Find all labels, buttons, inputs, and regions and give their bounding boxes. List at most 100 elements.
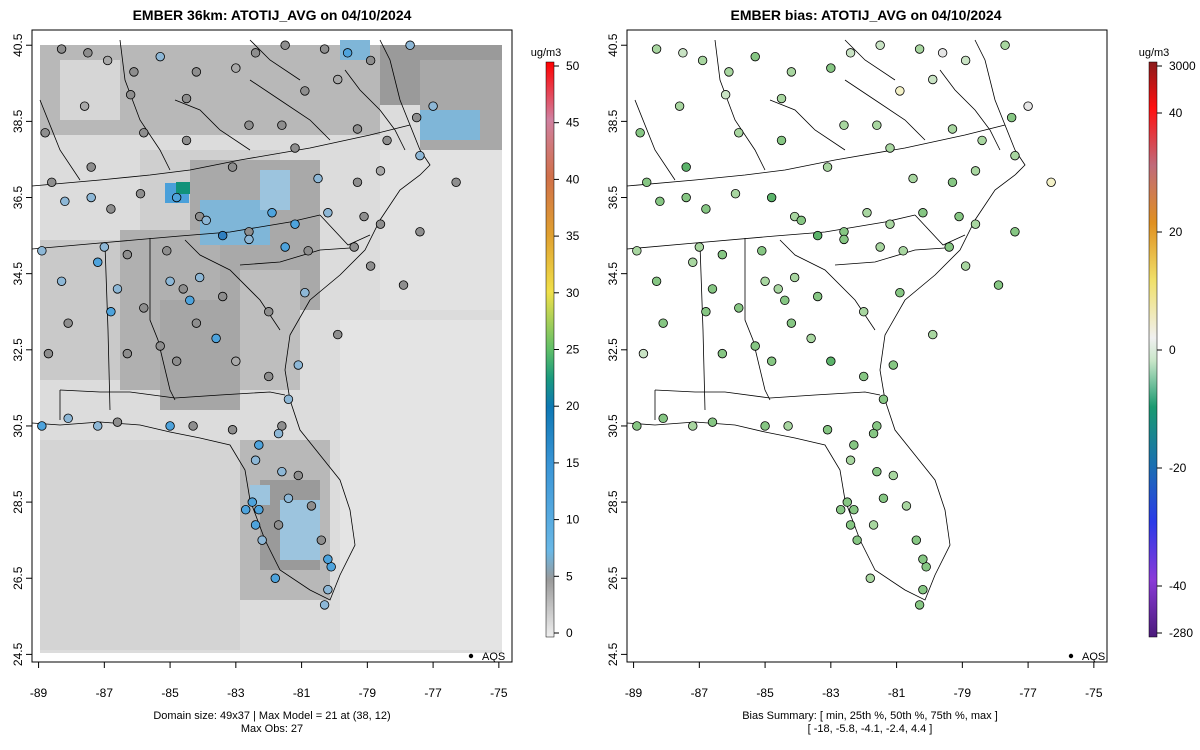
station-marker — [960, 261, 971, 271]
station-marker — [875, 40, 885, 50]
station-marker — [102, 55, 113, 66]
station-marker — [129, 67, 139, 77]
station-marker — [707, 417, 718, 427]
x-tick-label: -75 — [490, 686, 508, 700]
station-marker — [264, 371, 274, 382]
right-station-markers — [632, 40, 1056, 610]
x-tick-label: -89 — [625, 686, 643, 700]
left-y-axis: 40.5 38.5 36.5 34.5 32.5 30.5 28.5 26.5 24.5 — [11, 33, 32, 666]
station-marker — [178, 284, 188, 294]
station-marker — [701, 204, 711, 214]
right-title: EMBER bias: ATOTIJ_AVG on 04/10/2024 — [730, 7, 1001, 23]
station-marker — [878, 493, 889, 503]
station-marker — [56, 276, 67, 286]
station-marker — [776, 93, 787, 104]
left-footer-line2: Max Obs: 27 — [241, 723, 303, 735]
station-marker — [655, 196, 665, 207]
station-marker — [842, 497, 852, 507]
x-tick-label: -77 — [1019, 686, 1037, 700]
station-marker — [250, 455, 261, 465]
station-marker — [888, 470, 899, 481]
station-marker — [112, 417, 123, 427]
station-marker — [244, 234, 254, 245]
station-marker — [60, 196, 70, 207]
station-marker — [1010, 150, 1020, 161]
left-title: EMBER 36km: ATOTIJ_AVG on 04/10/2024 — [133, 7, 412, 23]
station-marker — [720, 90, 731, 100]
station-marker — [240, 505, 251, 515]
station-marker — [333, 74, 343, 85]
station-marker — [928, 329, 938, 340]
left-plot-frame — [31, 29, 513, 663]
station-marker — [300, 86, 310, 96]
station-marker — [776, 135, 787, 146]
station-marker — [185, 295, 195, 306]
station-marker — [812, 230, 823, 241]
station-marker — [415, 150, 425, 161]
x-tick-label: -83 — [822, 686, 840, 700]
y-tick-label: 40.5 — [11, 33, 25, 57]
station-marker — [43, 348, 54, 359]
y-tick-label: 24.5 — [606, 642, 620, 666]
station-marker — [306, 501, 317, 511]
station-marker — [37, 246, 47, 256]
station-marker — [783, 421, 793, 431]
colorbar-tick-label: 10 — [566, 513, 580, 527]
station-marker — [947, 124, 958, 134]
station-marker — [895, 86, 905, 96]
right-colorbar-unit: ug/m3 — [1139, 47, 1170, 59]
station-marker — [865, 573, 875, 583]
station-marker — [165, 276, 175, 286]
colorbar-tick-label: 30 — [566, 286, 580, 300]
left-colorbar — [545, 61, 555, 638]
left-colorbar-unit: ug/m3 — [531, 47, 562, 59]
station-marker — [125, 90, 136, 100]
y-tick-label: 36.5 — [11, 186, 25, 210]
left-map-area — [32, 30, 512, 662]
station-marker — [806, 333, 816, 344]
station-marker — [415, 227, 425, 237]
x-tick-label: -79 — [359, 686, 377, 700]
y-tick-label: 32.5 — [606, 338, 620, 362]
station-marker — [323, 554, 333, 564]
station-marker — [826, 356, 836, 366]
station-marker — [63, 318, 73, 328]
station-marker — [694, 242, 705, 252]
station-marker — [822, 425, 833, 435]
colorbar-tick-label: 0 — [566, 626, 573, 640]
left-aqs-legend-label: AQS — [482, 651, 505, 663]
station-marker — [697, 55, 708, 66]
station-marker — [342, 48, 353, 58]
station-marker — [227, 162, 238, 172]
station-marker — [993, 280, 1004, 290]
station-marker — [217, 291, 228, 302]
station-marker — [250, 520, 261, 530]
station-marker — [171, 192, 182, 203]
station-marker — [352, 177, 363, 187]
station-marker — [937, 48, 948, 58]
station-marker — [681, 162, 691, 172]
station-marker — [944, 242, 954, 252]
x-tick-label: -89 — [30, 686, 48, 700]
right-colorbar — [1148, 61, 1158, 638]
station-marker — [898, 246, 908, 256]
station-marker — [86, 192, 96, 203]
colorbar-tick-label: 50 — [566, 59, 580, 73]
station-marker — [835, 505, 846, 515]
colorbar-tick-label: 0 — [1169, 343, 1176, 357]
station-marker — [1000, 40, 1010, 50]
colorbar-tick-label: 5 — [566, 569, 573, 583]
colorbar-tick-label: 45 — [566, 116, 580, 130]
station-marker — [227, 425, 238, 435]
station-marker — [849, 505, 859, 515]
x-tick-label: -85 — [161, 686, 179, 700]
station-marker — [812, 291, 823, 302]
station-marker — [901, 501, 912, 511]
station-marker — [885, 143, 895, 153]
station-marker — [40, 128, 50, 138]
x-tick-label: -87 — [691, 686, 709, 700]
station-marker — [273, 520, 284, 530]
right-footer-line1: Bias Summary: [ min, 25th %, 50th %, 75t… — [742, 710, 998, 722]
station-marker — [83, 48, 93, 58]
